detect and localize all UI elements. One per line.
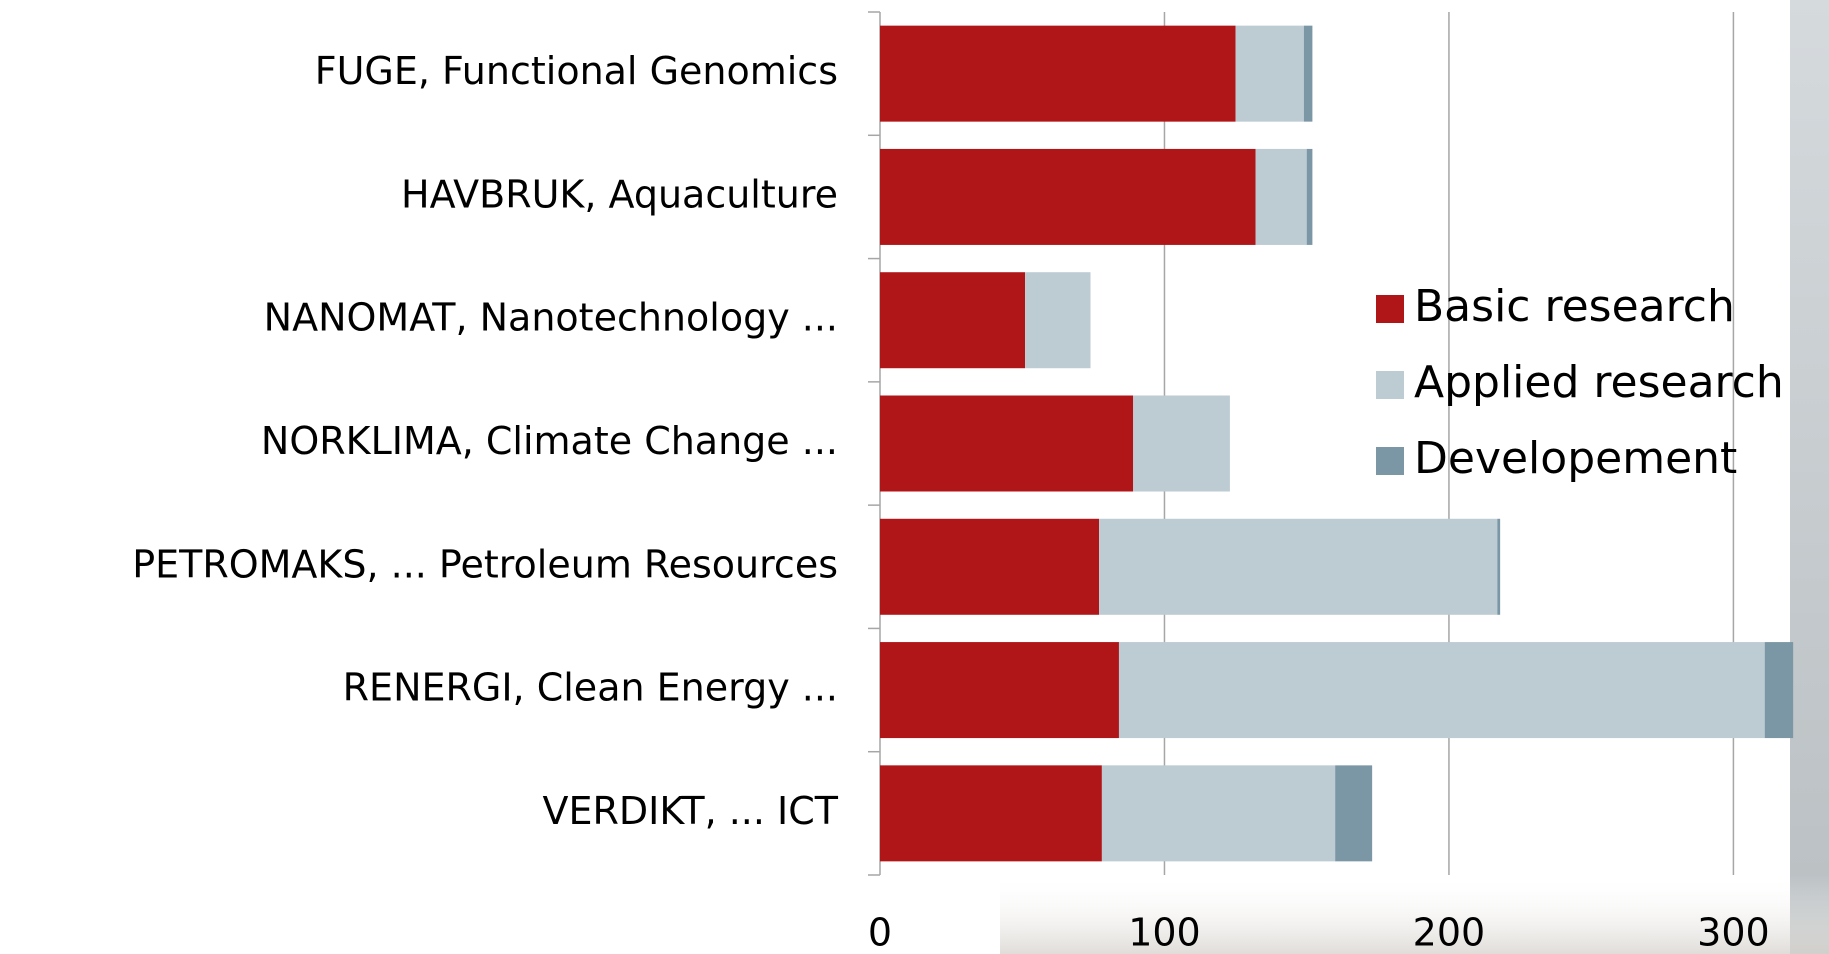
bar-segment xyxy=(1335,765,1373,862)
bar-segment xyxy=(1497,518,1501,615)
category-label: NANOMAT, Nanotechnology ... xyxy=(264,296,838,340)
bar-segment xyxy=(880,518,1100,615)
legend-swatch xyxy=(1376,371,1404,399)
bar-segment xyxy=(1764,642,1794,739)
category-label: NORKLIMA, Climate Change ... xyxy=(261,419,838,463)
x-tick-label: 0 xyxy=(868,911,892,954)
category-label: RENERGI, Clean Energy ... xyxy=(343,666,838,710)
background-photo xyxy=(1790,0,1829,954)
legend-swatch xyxy=(1376,295,1404,323)
legend-label: Basic research xyxy=(1414,281,1735,332)
x-tick-label: 100 xyxy=(1128,911,1201,954)
bar-segment xyxy=(1025,272,1091,369)
category-label: FUGE, Functional Genomics xyxy=(315,49,838,93)
bar-segment xyxy=(1255,148,1307,245)
bar-segment xyxy=(1235,25,1304,122)
bar-segment xyxy=(1118,642,1765,739)
bar-segment xyxy=(1099,518,1498,615)
category-label: VERDIKT, ... ICT xyxy=(543,789,839,833)
bar-segment xyxy=(1133,395,1230,492)
bar-segment xyxy=(880,25,1236,122)
bar-segment xyxy=(880,765,1102,862)
legend-label: Applied research xyxy=(1414,357,1784,408)
bar-segment xyxy=(880,272,1026,369)
bar-segment xyxy=(1306,148,1313,245)
bar-segment xyxy=(880,148,1256,245)
legend-label: Developement xyxy=(1414,433,1737,484)
x-tick-label: 200 xyxy=(1413,911,1486,954)
legend-swatch xyxy=(1376,447,1404,475)
bar-segment xyxy=(1303,25,1313,122)
background-photo xyxy=(1000,875,1829,954)
category-label: HAVBRUK, Aquaculture xyxy=(401,172,838,216)
bar-segment xyxy=(1101,765,1336,862)
bar-segment xyxy=(880,642,1119,739)
bar-segment xyxy=(880,395,1134,492)
category-label: PETROMAKS, ... Petroleum Resources xyxy=(132,542,838,586)
x-tick-label: 300 xyxy=(1697,911,1770,954)
